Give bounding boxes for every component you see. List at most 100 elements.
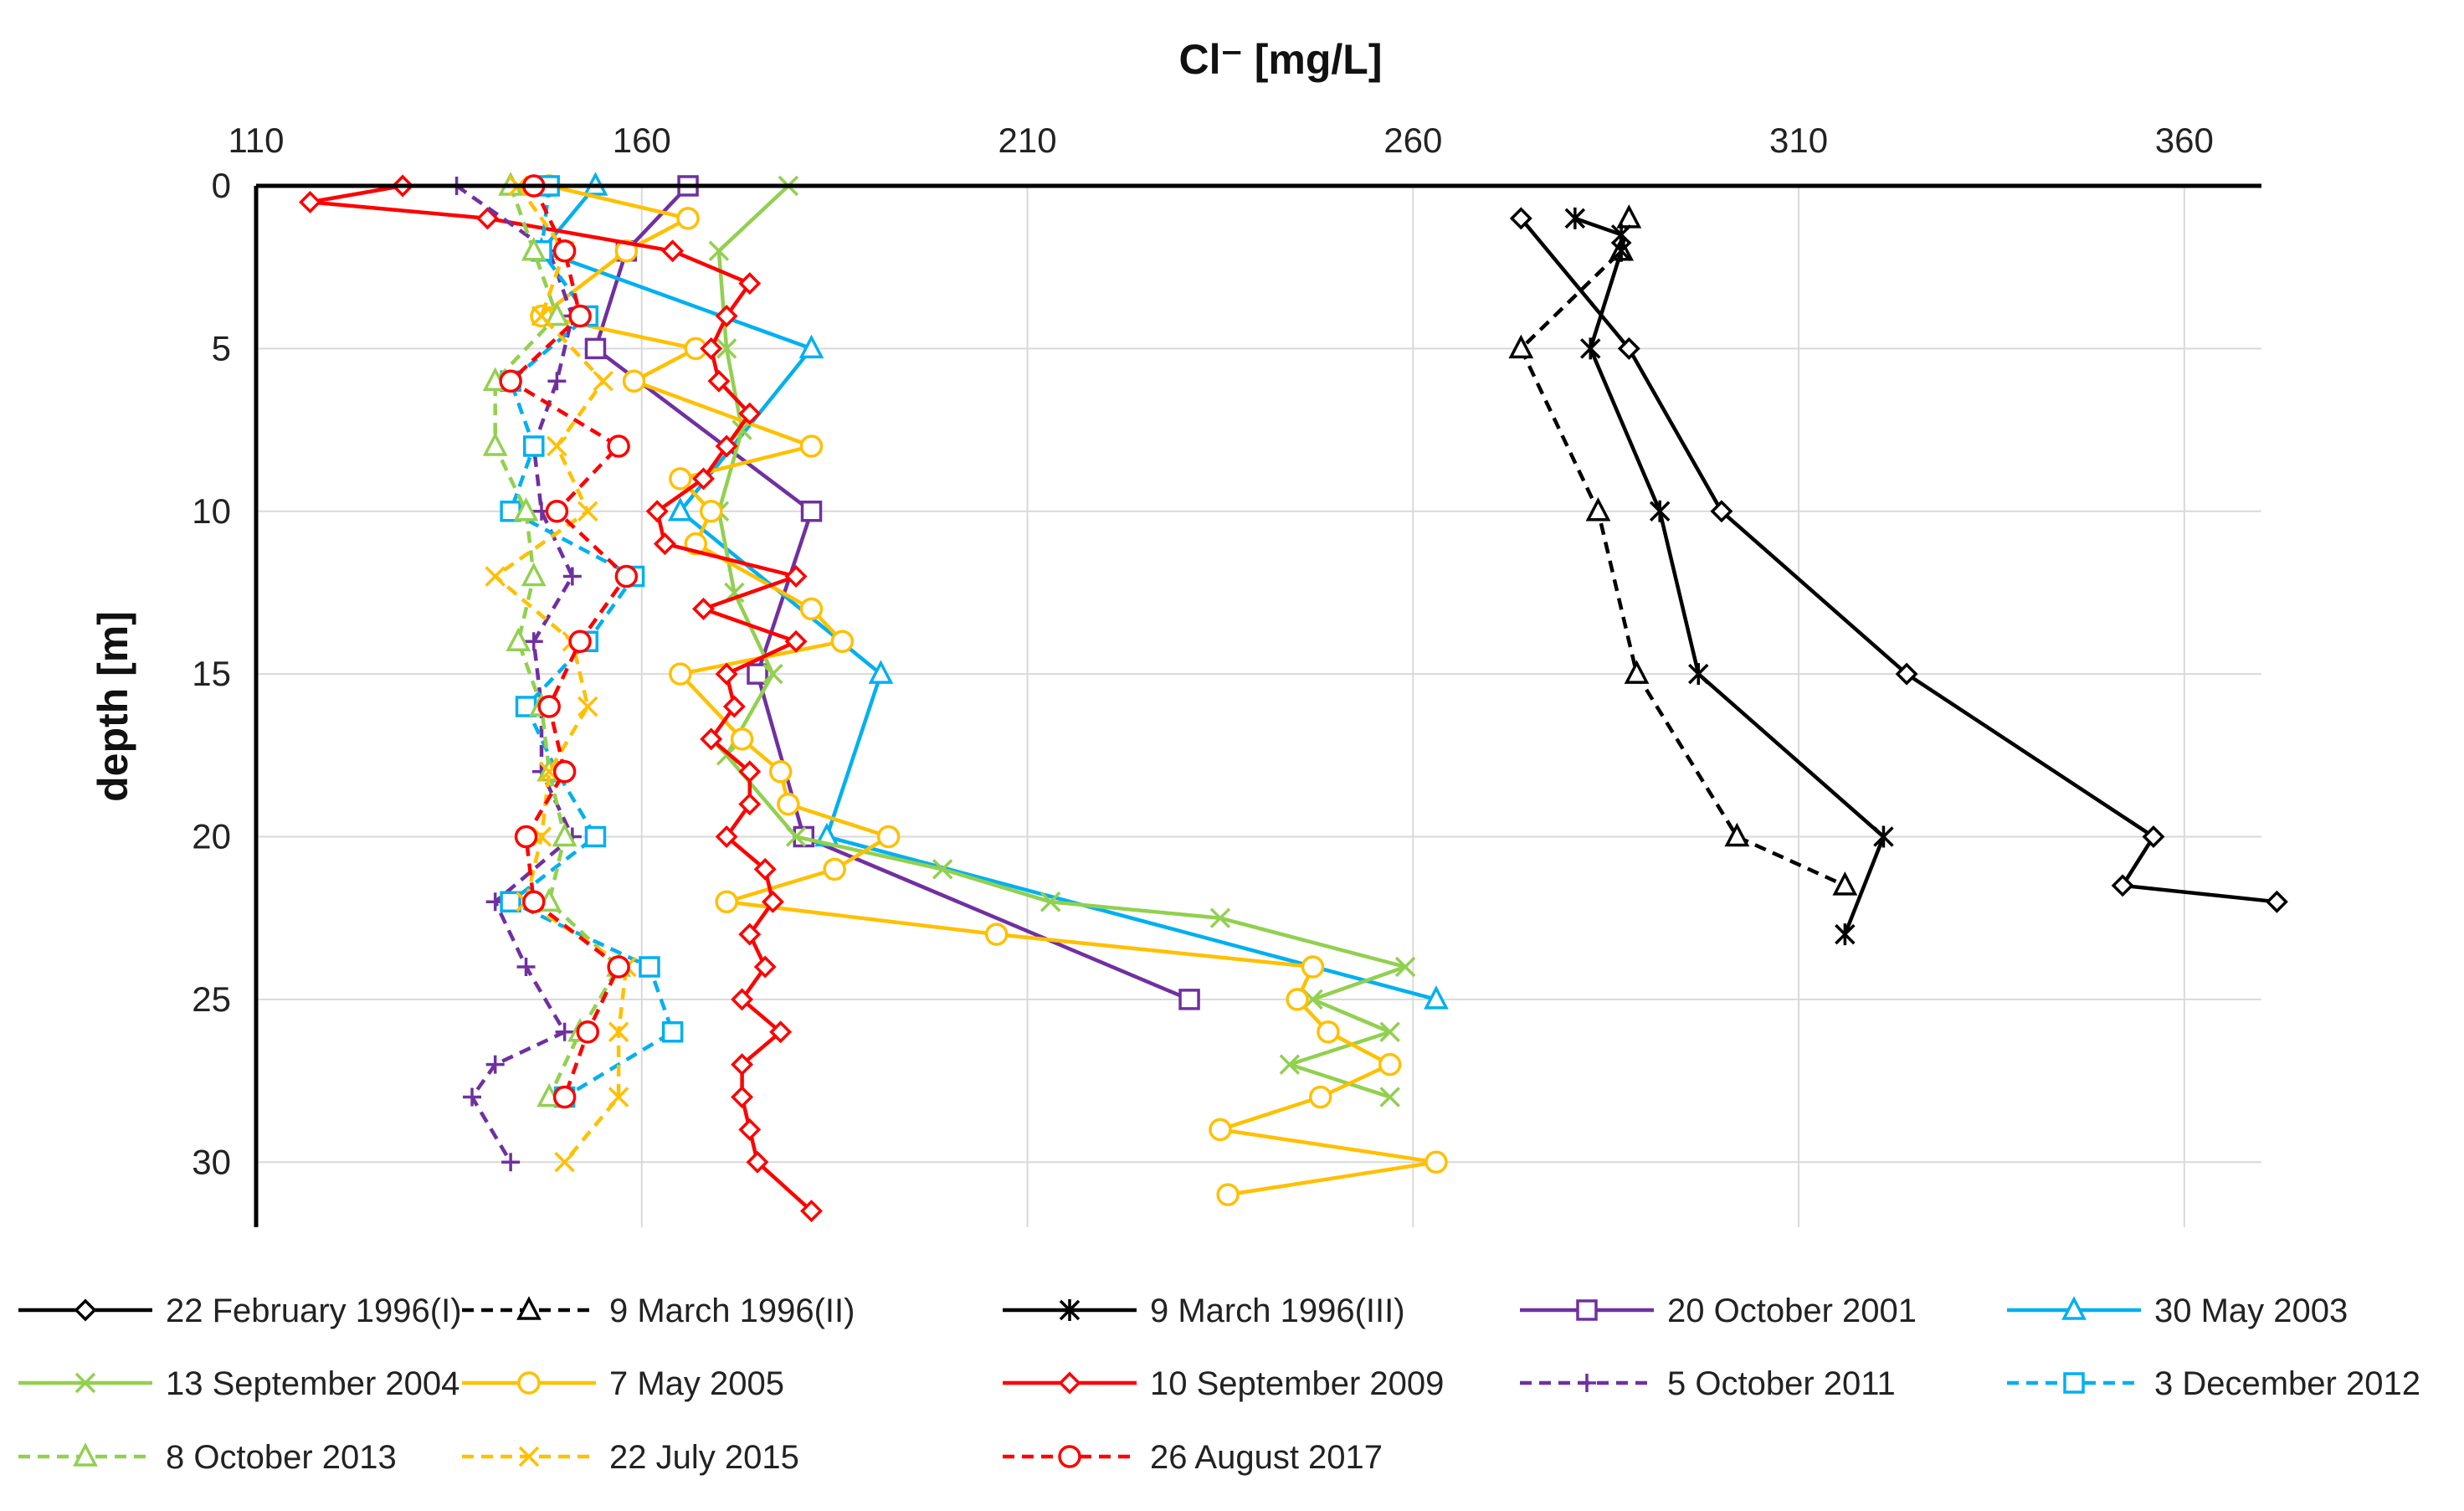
data-point-6-7 [669,467,692,491]
data-point-5-14 [1379,1021,1400,1042]
data-point-7-30 [738,1118,762,1141]
legend-swatch-marker-3 [1576,1299,1598,1321]
data-point-12-6 [614,564,639,588]
data-point-11-13 [608,1021,629,1042]
data-point-4-4 [868,660,894,684]
data-point-2-0 [1564,207,1586,229]
data-point-2-5 [1688,663,1709,686]
data-point-4-2 [798,334,824,359]
data-point-12-14 [552,1085,577,1109]
data-point-7-24 [738,923,762,946]
data-point-0-1 [1617,337,1640,360]
data-point-1-2 [1508,334,1534,359]
series-line-10 [493,185,621,1098]
data-point-5-9 [932,859,953,880]
data-point-7-18 [700,727,723,751]
data-point-6-8 [699,500,723,523]
legend-item-0: 22 February 1996(I) [18,1293,462,1329]
legend-swatch-marker-4 [2061,1296,2087,1320]
legend-swatch-marker-7 [1058,1371,1081,1395]
legend-item-5: 13 September 2004 [18,1365,459,1402]
data-point-6-19 [984,923,1009,946]
data-point-6-13 [730,727,754,751]
data-point-7-23 [761,890,784,913]
data-point-6-5 [622,369,646,393]
data-point-7-32 [800,1200,823,1223]
data-point-6-20 [1301,955,1325,979]
data-point-7-8 [738,402,762,425]
data-point-1-6 [1832,871,1858,896]
data-point-11-3 [593,371,613,392]
data-point-3-6 [1178,989,1200,1010]
legend-swatch-marker-6 [517,1371,541,1395]
data-point-6-23 [1378,1052,1402,1077]
data-point-5-1 [708,240,730,261]
y-tick-label-3: 15 [192,654,231,693]
data-point-8-16 [501,1153,521,1172]
data-point-6-10 [799,597,824,621]
x-tick-label-2: 210 [998,121,1056,160]
data-point-7-3 [661,239,685,263]
data-point-12-10 [514,825,538,849]
legend-swatch-marker-12 [1058,1445,1081,1468]
data-point-10-2 [544,301,570,326]
data-point-9-11 [500,891,521,912]
series-1 [1508,204,1858,896]
series-6 [530,174,1448,1206]
data-point-10-10 [552,822,578,847]
data-point-6-26 [1424,1150,1448,1174]
legend: 22 February 1996(I) 9 March 1996(II) 9 Mar… [18,1293,2420,1476]
series-line-1 [1519,218,1846,887]
legend-swatch-marker-0 [74,1298,97,1322]
data-point-7-25 [753,955,777,979]
legend-item-8: 5 October 2011 [1520,1365,1896,1402]
data-point-3-2 [584,337,607,360]
data-point-2-3 [1580,337,1601,360]
data-point-9-13 [661,1021,684,1043]
data-point-7-1 [299,190,321,213]
data-point-6-14 [768,760,793,784]
data-point-7-21 [715,825,738,848]
data-point-12-9 [552,760,577,784]
x-tick-label-0: 110 [228,121,285,160]
data-point-3-4 [747,663,768,685]
data-point-6-11 [830,630,855,653]
legend-label-5: 13 September 2004 [166,1365,459,1402]
data-point-11-15 [554,1152,575,1173]
legend-item-2: 9 March 1996(III) [1003,1293,1405,1329]
legend-swatch-marker-8 [1578,1374,1596,1392]
data-point-11-8 [578,696,598,717]
data-point-2-7 [1835,923,1856,946]
y-tick-label-4: 20 [192,817,231,856]
data-point-9-10 [584,825,607,848]
data-point-11-4 [547,435,567,457]
y-axis-title: depth [m] [90,611,136,802]
data-point-8-12 [516,958,536,976]
data-point-0-6 [2265,890,2288,913]
series-line-3 [593,184,1190,1001]
data-point-4-3 [667,496,693,522]
legend-item-7: 10 September 2009 [1003,1365,1444,1402]
x-tick-label-5: 360 [2155,121,2214,160]
y-tick-label-0: 0 [212,166,231,205]
legend-label-12: 26 August 2017 [1150,1439,1383,1476]
data-point-7-31 [746,1150,769,1174]
data-point-1-4 [1624,660,1650,684]
series-line-0 [1519,217,2277,904]
data-point-5-8 [785,826,807,847]
data-point-8-14 [485,1055,505,1074]
data-point-7-5 [715,305,738,327]
data-point-1-3 [1585,496,1611,522]
data-point-10-7 [506,627,531,651]
data-point-9-12 [639,956,660,978]
x-axis-title: Cl⁻ [mg/L] [1178,36,1382,83]
data-point-7-4 [738,272,762,296]
data-point-7-2 [475,207,499,230]
data-point-5-16 [1379,1087,1400,1108]
data-point-6-2 [614,239,639,263]
data-point-6-6 [799,434,824,458]
legend-swatch-marker-5 [74,1372,96,1394]
data-point-6-15 [777,792,800,816]
legend-item-4: 30 May 2003 [2007,1293,2348,1329]
data-point-11-6 [485,566,506,587]
